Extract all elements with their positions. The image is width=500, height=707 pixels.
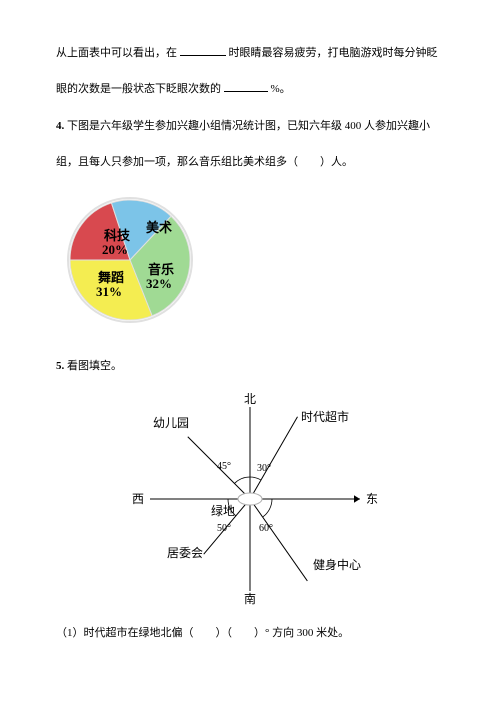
- angle-arc: [263, 499, 272, 517]
- angle-arc: [234, 477, 250, 483]
- poi-label: 时代超市: [301, 409, 349, 424]
- pie-slice-label: 美术: [146, 220, 172, 235]
- cardinal-s: 南: [244, 591, 256, 606]
- q3-text-a: 从上面表中可以看出，在: [56, 47, 177, 59]
- center-marker-icon: [238, 493, 262, 505]
- q3-text-d: %。: [271, 83, 291, 95]
- poi-label: 健身中心: [313, 557, 361, 572]
- pie-slice-label: 舞蹈: [97, 270, 124, 285]
- poi-label: 幼儿园: [153, 416, 189, 430]
- q3-text-c: 眼的次数是一般状态下眨眼次数的: [56, 83, 221, 95]
- q3-blank-2[interactable]: [224, 80, 268, 92]
- q5-number: 5.: [56, 360, 64, 372]
- pie-svg: 科技20% 美术音乐32% 舞蹈31%: [60, 190, 215, 335]
- pie-slice-pct: 32%: [146, 276, 172, 291]
- angle-label: 30°: [257, 463, 271, 474]
- q4-line1: 4. 下图是六年级学生参加兴趣小组情况统计图，已知六年级 400 人参加兴趣小: [56, 113, 444, 139]
- pie-slice-label: 音乐: [148, 262, 174, 277]
- angle-label: 45°: [217, 461, 231, 472]
- q3-fragment-line1: 从上面表中可以看出，在 时眼睛最容易疲劳，打电脑游戏时每分钟眨: [56, 40, 444, 66]
- cardinal-w: 西: [132, 492, 144, 506]
- q5-sub1: （1）时代超市在绿地北偏（ ）（ ）° 方向 300 米处。: [56, 621, 444, 645]
- q4-text-a: 下图是六年级学生参加兴趣小组情况统计图，已知六年级 400 人参加兴趣小: [67, 120, 430, 132]
- compass-ray: [250, 499, 307, 581]
- east-arrow-icon: [354, 495, 360, 503]
- cardinal-e: 东: [366, 492, 378, 506]
- q3-text-b: 时眼睛最容易疲劳，打电脑游戏时每分钟眨: [229, 47, 438, 59]
- pie-slice-pct: 31%: [96, 284, 122, 299]
- q4-line2: 组，且每人只参加一项，那么音乐组比美术组多（ ）人。: [56, 149, 444, 175]
- angle-label: 60°: [259, 523, 273, 534]
- poi-label: 绿地: [211, 503, 235, 518]
- angle-label: 50°: [217, 523, 231, 534]
- pie-slice-label: 科技: [104, 228, 131, 243]
- q4-number: 4.: [56, 120, 64, 132]
- pie-chart: 科技20% 美术音乐32% 舞蹈31%: [60, 190, 444, 335]
- q5-line: 5. 看图填空。: [56, 353, 444, 379]
- angle-arc: [250, 477, 261, 480]
- compass-ray: [250, 417, 298, 499]
- poi-label: 居委会: [167, 546, 203, 560]
- q4-text-b: 组，且每人只参加一项，那么音乐组比美术组多（ ）人。: [56, 156, 353, 168]
- q3-blank-1[interactable]: [180, 44, 226, 56]
- q5-text: 看图填空。: [67, 360, 122, 372]
- compass-diagram: 45° 30° 50° 60° 北南 东 西 幼儿园 时代超市绿地居委会健身中心: [95, 389, 405, 609]
- cardinal-n: 北: [244, 392, 256, 406]
- pie-slice-pct: 20%: [102, 242, 128, 257]
- q3-fragment-line2: 眼的次数是一般状态下眨眼次数的 %。: [56, 76, 444, 102]
- compass-svg: 45° 30° 50° 60° 北南 东 西 幼儿园 时代超市绿地居委会健身中心: [95, 389, 405, 609]
- q5-sub1-text: （1）时代超市在绿地北偏（ ）（ ）° 方向 300 米处。: [56, 627, 349, 639]
